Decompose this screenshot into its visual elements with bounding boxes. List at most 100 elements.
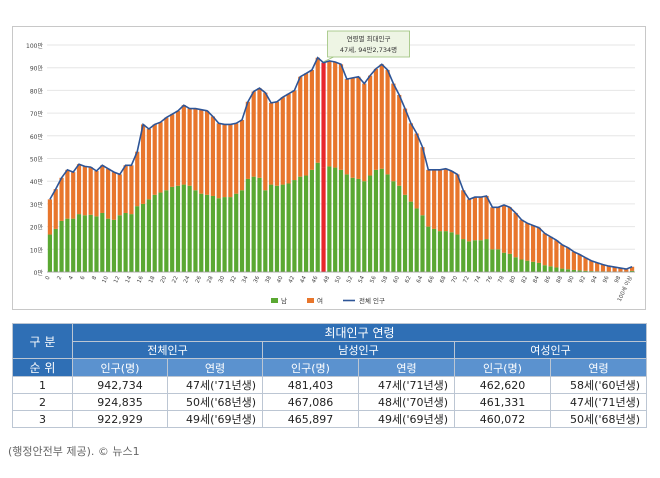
table-row: 3 922,929 49세('69년생) 465,897 49세('69년생) … [12, 410, 647, 428]
bar-male [408, 201, 413, 272]
bar-male [222, 197, 227, 272]
bar-female [368, 75, 373, 176]
bar-female [245, 101, 250, 179]
bar-female [560, 244, 565, 269]
highlight-callout-box [327, 30, 410, 58]
bar-male [193, 190, 198, 272]
bar-male [175, 185, 181, 272]
bar-male [629, 270, 635, 272]
population-cell: 467,086 [262, 393, 359, 411]
age-cell: 47세('71년생) [550, 393, 647, 411]
bar-female [478, 197, 483, 241]
bar-female [269, 102, 274, 185]
y-tick-label: 20만 [30, 224, 44, 232]
bar-male [187, 185, 192, 272]
bar-female [59, 177, 64, 221]
sub-header: 인구(명) [72, 358, 168, 377]
bar-female [140, 124, 146, 204]
bar-female [298, 76, 303, 177]
x-tick-label: 10 [102, 275, 111, 284]
bar-female [600, 264, 606, 272]
bar-female [606, 266, 611, 272]
bar-male [280, 184, 285, 272]
x-tick-label: 90 [567, 275, 576, 284]
bar-female [595, 262, 600, 272]
bar-female [484, 195, 489, 240]
bar-male [298, 176, 303, 272]
bar-female [391, 83, 396, 182]
bar-male [117, 215, 122, 272]
x-tick-label: 84 [532, 275, 541, 284]
table-row: 2 924,835 50세('68년생) 467,086 48세('70년생) … [12, 393, 647, 411]
bar-male [274, 185, 280, 272]
bar-male [269, 184, 274, 272]
bar-male [106, 218, 111, 272]
bar-male [239, 190, 245, 272]
bar-male [205, 194, 210, 272]
x-tick-label: 12 [113, 275, 121, 284]
bar-female [65, 169, 70, 219]
bar-female [257, 88, 262, 178]
bar-male [472, 240, 477, 272]
bar-male [565, 269, 571, 272]
bar-female [373, 68, 379, 170]
x-tick-label: 74 [474, 275, 483, 284]
bar-male [519, 259, 524, 272]
bar-female [443, 168, 448, 232]
bar-male [571, 269, 576, 272]
bar-female [507, 207, 512, 254]
bar-female [548, 236, 553, 267]
y-tick-label: 80만 [30, 87, 44, 95]
bar-female [187, 108, 192, 186]
bar-male [71, 218, 76, 272]
x-tick-label: 42 [288, 275, 296, 284]
bar-female [408, 123, 413, 202]
bar-male [135, 206, 140, 272]
bar-male [496, 249, 501, 272]
x-tick-label: 62 [404, 275, 412, 284]
x-tick-label: 48 [323, 275, 332, 284]
bar-male [420, 215, 425, 272]
max-population-table: 구 분 최대인구 연령 전체인구 남성인구 여성인구 순 위 인구(명) 연령 … [12, 323, 647, 428]
bar-female [228, 124, 233, 198]
bar-male [327, 166, 332, 272]
population-cell: 465,897 [262, 410, 359, 428]
bar-male [461, 239, 466, 272]
bar-male [210, 195, 216, 272]
bar-male [531, 261, 536, 272]
bar-female [117, 174, 122, 216]
bar-female [263, 92, 268, 191]
bar-female [100, 165, 105, 213]
x-tick-label: 2 [56, 275, 63, 281]
bar-female [292, 90, 297, 181]
bar-male [426, 226, 431, 272]
bar-female [437, 169, 443, 232]
bar-female [466, 199, 472, 242]
bar-female [94, 170, 99, 217]
bar-male [350, 177, 355, 272]
bar-female [309, 69, 314, 170]
bar-male [100, 212, 105, 272]
x-tick-label: 68 [439, 275, 448, 284]
bar-male [216, 198, 221, 272]
bar-male [286, 183, 291, 272]
x-tick-label: 98 [614, 275, 623, 284]
table-row: 1 942,734 47세('71년생) 481,403 47세('71년생) … [12, 376, 647, 394]
bar-female [420, 147, 425, 216]
highlight-callout-title: 연령별 최대인구 [347, 34, 391, 43]
x-tick-label: 14 [125, 275, 134, 284]
bar-male [123, 212, 128, 272]
bar-male [292, 180, 297, 272]
x-tick-label: 26 [195, 275, 204, 284]
x-tick-label: 8 [91, 275, 98, 281]
bar-female [222, 124, 227, 198]
bar-male [542, 265, 547, 272]
bar-male [536, 262, 542, 272]
bar-male [484, 239, 489, 272]
bar-female [542, 233, 547, 266]
x-tick-label: 80 [509, 275, 518, 284]
bar-female [589, 260, 594, 272]
bar-female [205, 110, 210, 195]
x-tick-label: 30 [218, 275, 227, 284]
bar-male [94, 216, 99, 272]
